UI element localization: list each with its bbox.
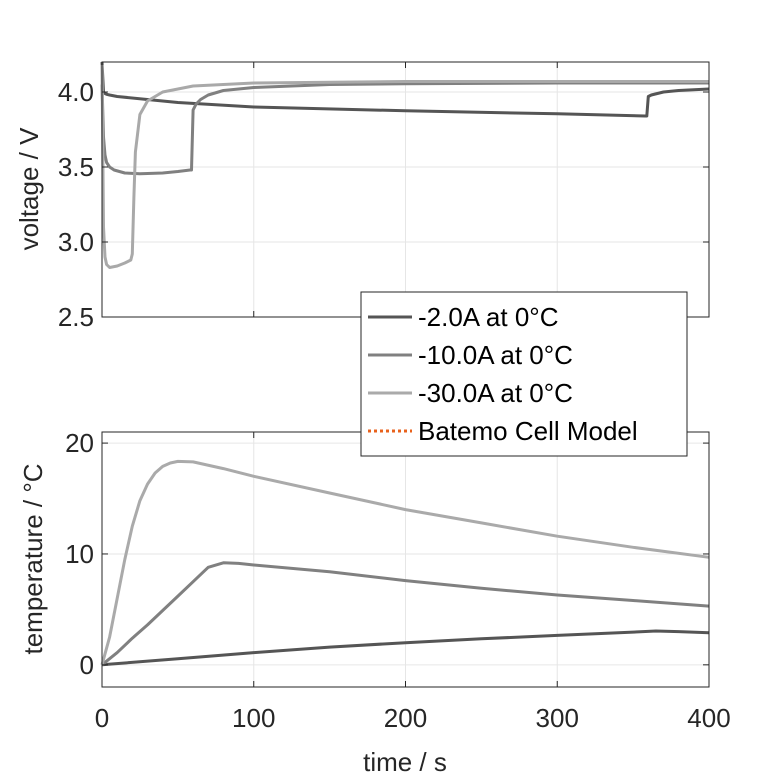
- x-tick-label: 200: [384, 703, 427, 733]
- y-tick-label: 10: [65, 539, 94, 569]
- temperature-panel: 0 100 200 300 400 0 10 20 temperature / °C time…: [18, 428, 731, 777]
- temperature-ticks: 0 100 200 300 400 0 10 20: [65, 428, 731, 733]
- x-tick-label: 300: [536, 703, 579, 733]
- series-line: [100, 61, 710, 118]
- legend-label: Batemo Cell Model: [418, 416, 638, 446]
- legend-label: -10.0A at 0°C: [418, 340, 573, 370]
- x-tick-label: 100: [232, 703, 275, 733]
- series-line: [100, 81, 709, 176]
- legend: -2.0A at 0°C -10.0A at 0°C -30.0A at 0°C Ba…: [360, 291, 688, 457]
- y-tick-label: 4.0: [58, 77, 94, 107]
- series-line: [100, 64, 709, 269]
- x-tick-label: 400: [687, 703, 730, 733]
- y-tick-label: 2.5: [58, 302, 94, 332]
- series-line: [101, 561, 710, 666]
- series-line: [100, 459, 710, 666]
- temperature-series: [100, 459, 710, 667]
- time-xlabel: time / s: [363, 747, 447, 777]
- temperature-ylabel: temperature / °C: [18, 463, 48, 654]
- legend-label: -2.0A at 0°C: [418, 302, 558, 332]
- x-tick-label: 0: [95, 703, 109, 733]
- y-tick-label: 20: [65, 428, 94, 458]
- y-tick-label: 3.0: [58, 227, 94, 257]
- series-line: [101, 629, 710, 667]
- y-tick-label: 3.5: [58, 152, 94, 182]
- y-tick-label: 0: [80, 650, 94, 680]
- voltage-panel: 2.5 3.0 3.5 4.0 voltage / V: [14, 61, 710, 332]
- voltage-ylabel: voltage / V: [14, 127, 44, 251]
- voltage-series: [100, 61, 710, 269]
- legend-label: -30.0A at 0°C: [418, 378, 573, 408]
- legend-box: [360, 291, 688, 457]
